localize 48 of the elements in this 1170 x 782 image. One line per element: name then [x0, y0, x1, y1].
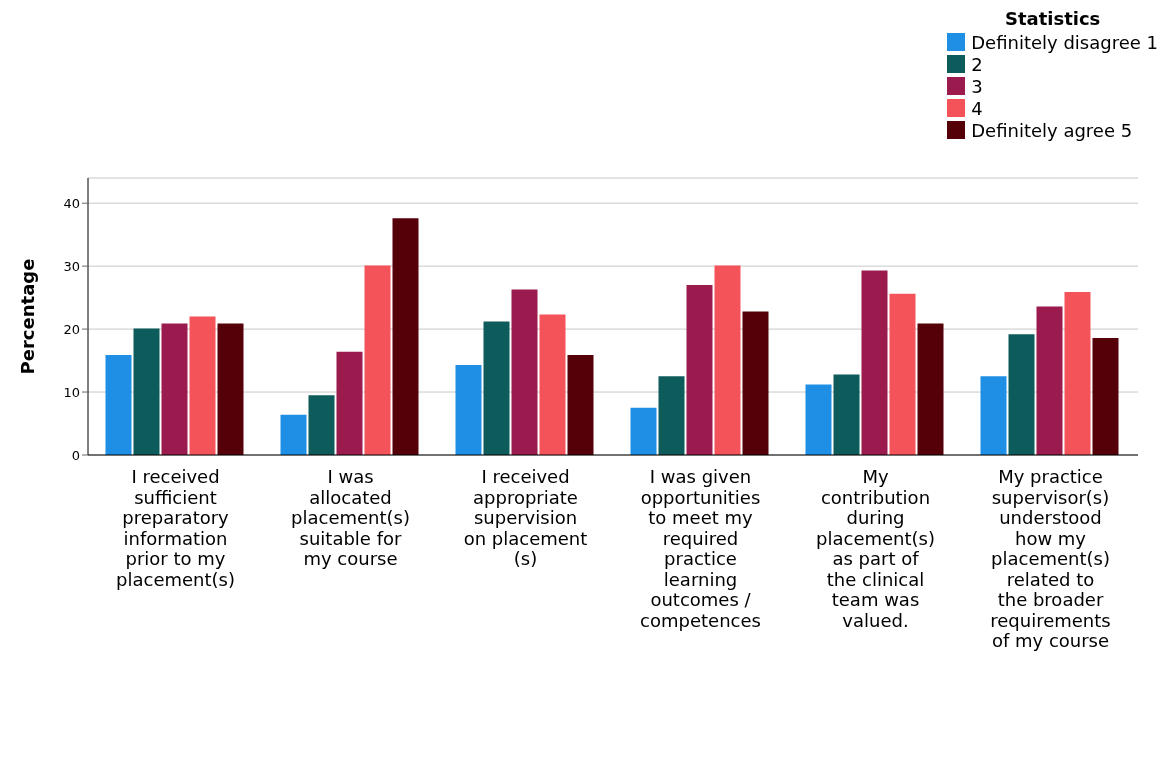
x-tick-label: I received sufficient preparatory information prior to my placement(s)	[116, 466, 235, 590]
legend-label: 3	[971, 75, 983, 97]
y-tick-label: 0	[71, 447, 80, 463]
bar	[280, 414, 307, 455]
bar	[336, 351, 363, 455]
bar	[105, 354, 132, 455]
bar	[658, 376, 685, 455]
legend-label: Definitely agree 5	[971, 119, 1133, 141]
bar	[1092, 337, 1119, 455]
legend-title: Statistics	[1003, 8, 1102, 29]
bar	[567, 354, 594, 455]
x-tick-label: I received appropriate supervision on placement (s)	[463, 466, 588, 569]
bar	[1064, 291, 1091, 455]
legend-label: Definitely disagree 1	[971, 31, 1158, 53]
x-tick-label: I was allocated placement(s) suitable for my course	[291, 466, 410, 569]
bar	[364, 265, 391, 455]
bar	[980, 376, 1007, 455]
bar	[714, 265, 741, 455]
bar	[917, 323, 944, 455]
x-tick-label: I was given opportunities to meet my required practice learning outcomes / competences	[640, 466, 761, 631]
bar	[189, 316, 216, 455]
bar	[805, 384, 832, 455]
bar	[1008, 334, 1035, 455]
bar	[455, 364, 482, 455]
bar	[861, 270, 888, 455]
bar	[217, 323, 244, 455]
bar	[630, 407, 657, 455]
bar	[889, 293, 916, 455]
bar	[1036, 306, 1063, 455]
bar	[511, 289, 538, 455]
bar	[833, 374, 860, 455]
y-axis-title: Percentage	[17, 258, 39, 375]
bar	[483, 321, 510, 455]
y-tick-label: 10	[63, 384, 80, 400]
legend-label: 2	[971, 53, 983, 75]
y-tick-label: 20	[63, 321, 80, 337]
legend-label: 4	[971, 97, 983, 119]
bar	[161, 323, 188, 455]
bar	[133, 328, 160, 455]
bar	[308, 395, 335, 455]
x-tick-label: My contribution during placement(s) as part of the clinical team was valued.	[816, 466, 935, 631]
y-tick-label: 40	[63, 195, 80, 211]
bar	[742, 311, 769, 455]
bar	[539, 314, 566, 455]
y-tick-label: 30	[63, 258, 80, 274]
bar	[686, 285, 713, 455]
category-label: My practice supervisor(s) understood how my placement(s) related to the broader requirements of my course	[990, 466, 1111, 651]
bar	[392, 218, 419, 455]
